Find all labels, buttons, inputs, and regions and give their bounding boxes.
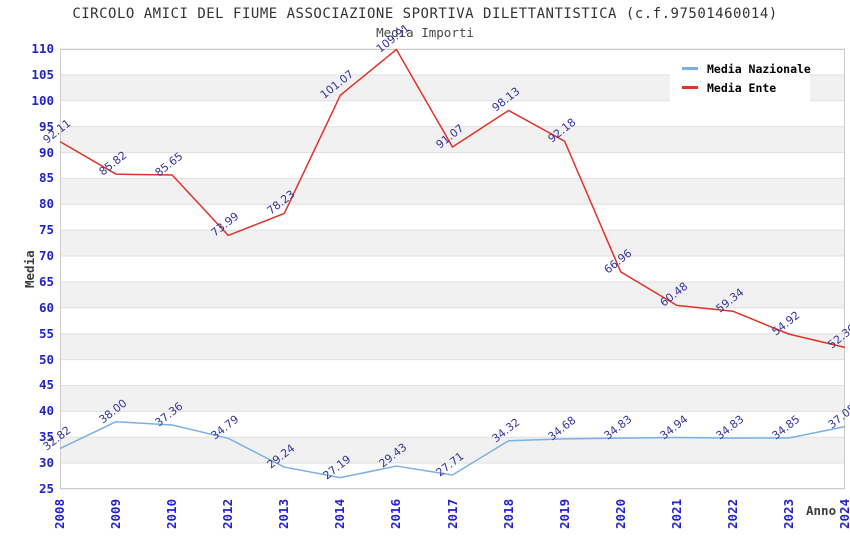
y-tick-label: 90 <box>38 144 54 160</box>
legend-item-media-nazionale: Media Nazionale <box>682 59 811 78</box>
y-tick-label: 100 <box>31 92 54 108</box>
background-band <box>60 437 845 464</box>
x-tick-label: 2010 <box>164 498 180 529</box>
x-tick-label: 2009 <box>108 498 124 529</box>
x-tick-label: 2019 <box>556 498 572 529</box>
y-tick-label: 45 <box>38 377 54 393</box>
background-band <box>60 178 845 205</box>
legend: Media Nazionale Media Ente <box>670 52 811 104</box>
chart-subtitle: Media Importi <box>376 25 474 40</box>
y-axis-title: Media <box>22 250 37 288</box>
x-tick-label: 2022 <box>724 498 740 529</box>
x-tick-label: 2014 <box>332 498 348 529</box>
x-tick-label: 2013 <box>276 498 292 529</box>
x-tick-label: 2017 <box>444 498 460 529</box>
plot-border <box>60 49 845 489</box>
background-band <box>60 230 845 257</box>
series-line-media-nazionale <box>59 420 846 479</box>
y-tick-label: 25 <box>38 481 54 496</box>
y-tick-label: 35 <box>38 429 54 445</box>
y-tick-label: 75 <box>38 222 54 238</box>
x-tick-label: 2016 <box>388 498 404 529</box>
x-tick-label: 2023 <box>780 498 796 529</box>
y-tick-label: 50 <box>38 351 54 367</box>
x-tick-label: 2020 <box>612 498 628 529</box>
y-tick-label: 70 <box>38 248 54 264</box>
y-tick-label: 55 <box>38 325 54 341</box>
y-tick-label: 40 <box>38 403 54 419</box>
legend-marker-icon <box>682 67 698 70</box>
legend-label: Media Nazionale <box>707 61 811 76</box>
legend-marker-icon <box>682 86 698 89</box>
y-tick-label: 85 <box>38 170 54 186</box>
y-tick-label: 110 <box>31 41 54 56</box>
background-band <box>60 281 845 308</box>
x-tick-label: 2024 <box>837 498 850 529</box>
y-tick-label: 65 <box>38 273 54 289</box>
background-band <box>60 385 845 412</box>
background-band <box>60 126 845 153</box>
background-band <box>60 333 845 360</box>
y-tick-label: 30 <box>38 455 54 471</box>
x-tick-label: 2012 <box>220 498 236 529</box>
chart-title: CIRCOLO AMICI DEL FIUME ASSOCIAZIONE SPO… <box>72 6 778 22</box>
x-tick-label: 2021 <box>668 498 684 529</box>
series-line-media-ente <box>59 48 846 349</box>
x-tick-label: 2018 <box>500 498 516 529</box>
plot-svg <box>59 48 846 490</box>
y-tick-label: 95 <box>38 118 54 134</box>
y-tick-label: 60 <box>38 299 54 315</box>
legend-label: Media Ente <box>707 80 777 95</box>
x-tick-label: 2008 <box>52 498 67 529</box>
y-tick-label: 80 <box>38 196 54 212</box>
legend-item-media-ente: Media Ente <box>682 78 800 97</box>
y-tick-label: 105 <box>31 66 54 82</box>
x-axis-title: Anno <box>806 503 837 518</box>
